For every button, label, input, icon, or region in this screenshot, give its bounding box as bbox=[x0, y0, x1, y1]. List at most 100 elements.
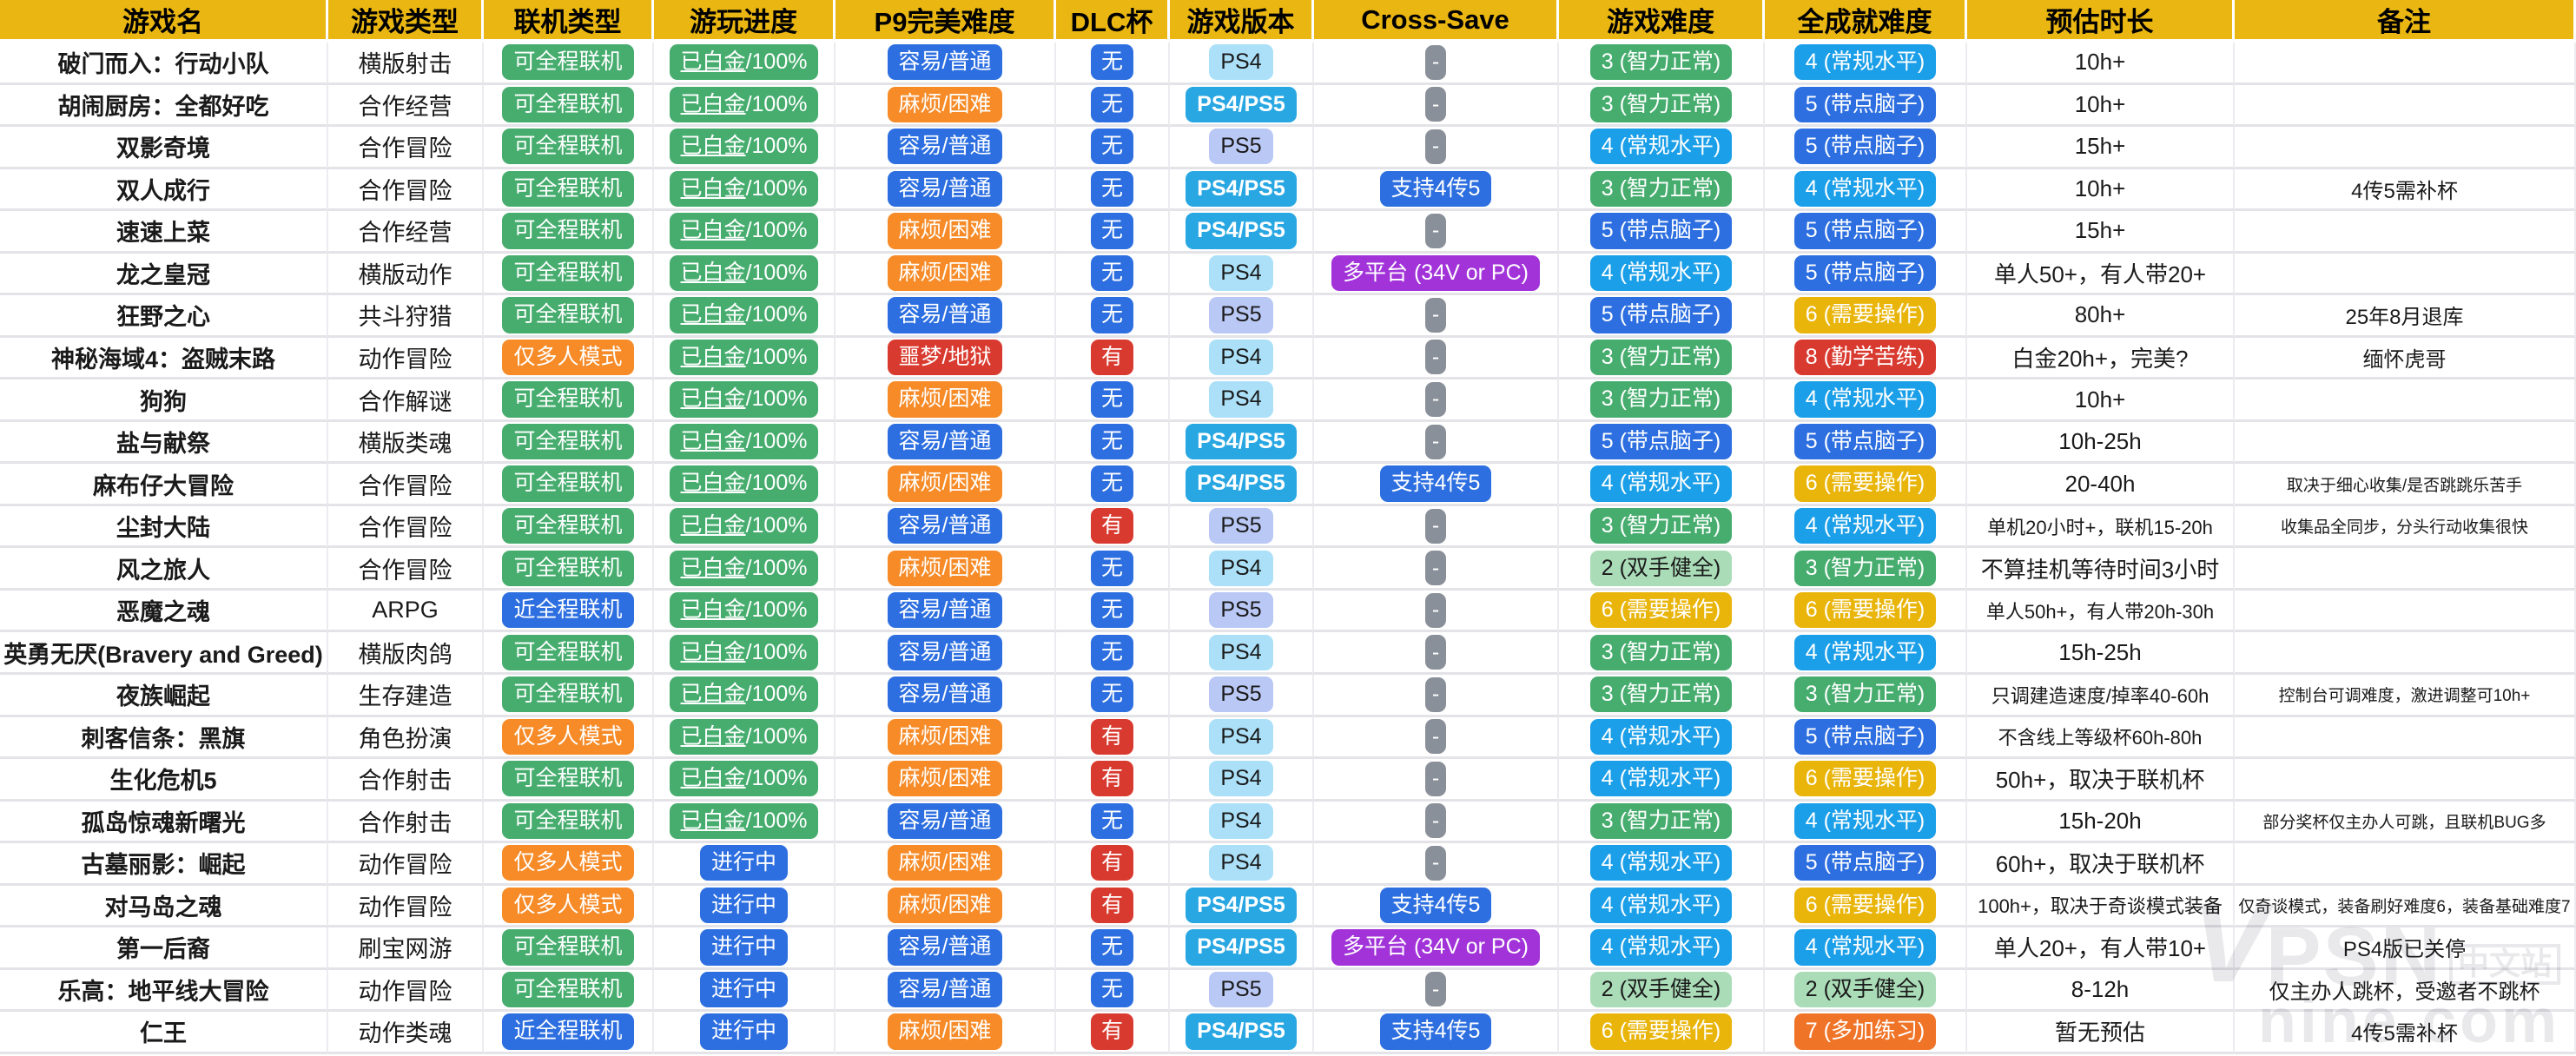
cell-online[interactable]: 可全程联机 bbox=[484, 421, 654, 465]
cell-online[interactable]: 仅多人模式 bbox=[484, 716, 654, 760]
cell-type[interactable]: 动作冒险 bbox=[328, 337, 484, 380]
cell-cross[interactable]: 支持4传5 bbox=[1314, 885, 1559, 928]
cell-cross[interactable]: 支持4传5 bbox=[1314, 464, 1559, 506]
cell-cross[interactable]: - bbox=[1314, 84, 1559, 128]
cell-progress[interactable]: 已白金/100% bbox=[654, 337, 836, 380]
cell-ver[interactable]: PS4 bbox=[1170, 380, 1314, 422]
cell-progress[interactable]: 进行中 bbox=[654, 927, 836, 970]
cell-online[interactable]: 可全程联机 bbox=[484, 84, 654, 128]
cell-cross[interactable]: - bbox=[1314, 505, 1559, 549]
cell-p9[interactable]: 麻烦/困难 bbox=[836, 464, 1056, 506]
cell-dlc[interactable]: 无 bbox=[1056, 127, 1170, 169]
cell-diff[interactable]: 3 (智力正常) bbox=[1559, 632, 1765, 675]
cell-dlc[interactable]: 无 bbox=[1056, 464, 1170, 506]
cell-ach[interactable]: 5 (带点脑子) bbox=[1765, 84, 1967, 128]
cell-type[interactable]: 合作射击 bbox=[328, 759, 484, 802]
cell-time[interactable]: 10h-25h bbox=[1967, 421, 2235, 465]
cell-online[interactable]: 仅多人模式 bbox=[484, 337, 654, 380]
cell-time[interactable]: 白金20h+，完美? bbox=[1967, 337, 2235, 380]
cell-ver[interactable]: PS5 bbox=[1170, 127, 1314, 169]
cell-diff[interactable]: 6 (需要操作) bbox=[1559, 590, 1765, 633]
cell-note[interactable] bbox=[2235, 632, 2576, 675]
cell-ver[interactable]: PS4/PS5 bbox=[1170, 211, 1314, 254]
cell-name[interactable]: 破门而入：行动小队 bbox=[0, 43, 328, 85]
cell-diff[interactable]: 2 (双手健全) bbox=[1559, 969, 1765, 1013]
cell-dlc[interactable]: 有 bbox=[1056, 716, 1170, 760]
cell-ver[interactable]: PS5 bbox=[1170, 295, 1314, 338]
cell-ach[interactable]: 5 (带点脑子) bbox=[1765, 716, 1967, 760]
cell-cross[interactable]: - bbox=[1314, 716, 1559, 760]
cell-online[interactable]: 可全程联机 bbox=[484, 168, 654, 212]
cell-dlc[interactable]: 无 bbox=[1056, 969, 1170, 1013]
cell-online[interactable]: 可全程联机 bbox=[484, 674, 654, 717]
cell-diff[interactable]: 4 (常规水平) bbox=[1559, 843, 1765, 886]
cell-ach[interactable]: 4 (常规水平) bbox=[1765, 632, 1967, 675]
cell-online[interactable]: 可全程联机 bbox=[484, 253, 654, 296]
cell-type[interactable]: 合作经营 bbox=[328, 211, 484, 254]
cell-time[interactable]: 暂无预估 bbox=[1967, 1012, 2235, 1054]
cell-progress[interactable]: 进行中 bbox=[654, 969, 836, 1013]
cell-diff[interactable]: 4 (常规水平) bbox=[1559, 127, 1765, 169]
cell-name[interactable]: 盐与献祭 bbox=[0, 421, 328, 465]
cell-ver[interactable]: PS4/PS5 bbox=[1170, 168, 1314, 212]
cell-cross[interactable]: - bbox=[1314, 843, 1559, 886]
cell-time[interactable]: 15h+ bbox=[1967, 127, 2235, 169]
cell-progress[interactable]: 已白金/100% bbox=[654, 548, 836, 591]
cell-diff[interactable]: 4 (常规水平) bbox=[1559, 464, 1765, 506]
cell-online[interactable]: 可全程联机 bbox=[484, 211, 654, 254]
cell-type[interactable]: 合作冒险 bbox=[328, 548, 484, 591]
cell-type[interactable]: 动作类魂 bbox=[328, 1012, 484, 1054]
cell-note[interactable] bbox=[2235, 253, 2576, 296]
cell-progress[interactable]: 已白金/100% bbox=[654, 127, 836, 169]
cell-type[interactable]: 角色扮演 bbox=[328, 716, 484, 760]
cell-cross[interactable]: - bbox=[1314, 632, 1559, 675]
cell-note[interactable]: 部分奖杯仅主办人可跳，且联机BUG多 bbox=[2235, 801, 2576, 844]
cell-ver[interactable]: PS4 bbox=[1170, 759, 1314, 802]
cell-name[interactable]: 尘封大陆 bbox=[0, 505, 328, 549]
cell-diff[interactable]: 3 (智力正常) bbox=[1559, 337, 1765, 380]
cell-cross[interactable]: - bbox=[1314, 211, 1559, 254]
cell-time[interactable]: 15h-20h bbox=[1967, 801, 2235, 844]
cell-name[interactable]: 龙之皇冠 bbox=[0, 253, 328, 296]
cell-cross[interactable]: - bbox=[1314, 548, 1559, 591]
cell-name[interactable]: 双影奇境 bbox=[0, 127, 328, 169]
cell-diff[interactable]: 4 (常规水平) bbox=[1559, 885, 1765, 928]
cell-ach[interactable]: 5 (带点脑子) bbox=[1765, 421, 1967, 465]
cell-note[interactable] bbox=[2235, 84, 2576, 128]
cell-diff[interactable]: 3 (智力正常) bbox=[1559, 168, 1765, 212]
cell-p9[interactable]: 噩梦/地狱 bbox=[836, 337, 1056, 380]
header-ver[interactable]: 游戏版本 bbox=[1170, 0, 1314, 43]
cell-dlc[interactable]: 无 bbox=[1056, 590, 1170, 633]
cell-online[interactable]: 可全程联机 bbox=[484, 505, 654, 549]
cell-ver[interactable]: PS5 bbox=[1170, 590, 1314, 633]
cell-name[interactable]: 风之旅人 bbox=[0, 548, 328, 591]
cell-ach[interactable]: 6 (需要操作) bbox=[1765, 295, 1967, 338]
cell-p9[interactable]: 麻烦/困难 bbox=[836, 548, 1056, 591]
cell-diff[interactable]: 3 (智力正常) bbox=[1559, 505, 1765, 549]
cell-time[interactable]: 单机20小时+，联机15-20h bbox=[1967, 505, 2235, 549]
cell-online[interactable]: 近全程联机 bbox=[484, 1012, 654, 1054]
cell-time[interactable]: 不含线上等级杯60h-80h bbox=[1967, 716, 2235, 760]
cell-type[interactable]: 合作经营 bbox=[328, 84, 484, 128]
cell-dlc[interactable]: 无 bbox=[1056, 421, 1170, 465]
cell-diff[interactable]: 3 (智力正常) bbox=[1559, 380, 1765, 422]
cell-note[interactable] bbox=[2235, 43, 2576, 85]
cell-dlc[interactable]: 无 bbox=[1056, 211, 1170, 254]
cell-ver[interactable]: PS4/PS5 bbox=[1170, 464, 1314, 506]
cell-progress[interactable]: 已白金/100% bbox=[654, 84, 836, 128]
cell-p9[interactable]: 容易/普通 bbox=[836, 969, 1056, 1013]
cell-progress[interactable]: 已白金/100% bbox=[654, 211, 836, 254]
cell-progress[interactable]: 已白金/100% bbox=[654, 295, 836, 338]
cell-ach[interactable]: 4 (常规水平) bbox=[1765, 927, 1967, 970]
cell-note[interactable] bbox=[2235, 211, 2576, 254]
cell-note[interactable]: 4传5需补杯 bbox=[2235, 168, 2576, 212]
header-time[interactable]: 预估时长 bbox=[1967, 0, 2235, 43]
cell-online[interactable]: 可全程联机 bbox=[484, 927, 654, 970]
cell-online[interactable]: 仅多人模式 bbox=[484, 843, 654, 886]
cell-name[interactable]: 狂野之心 bbox=[0, 295, 328, 338]
cell-cross[interactable]: - bbox=[1314, 674, 1559, 717]
cell-progress[interactable]: 已白金/100% bbox=[654, 43, 836, 85]
cell-ver[interactable]: PS5 bbox=[1170, 674, 1314, 717]
cell-ach[interactable]: 8 (勤学苦练) bbox=[1765, 337, 1967, 380]
header-p9[interactable]: P9完美难度 bbox=[836, 0, 1056, 43]
